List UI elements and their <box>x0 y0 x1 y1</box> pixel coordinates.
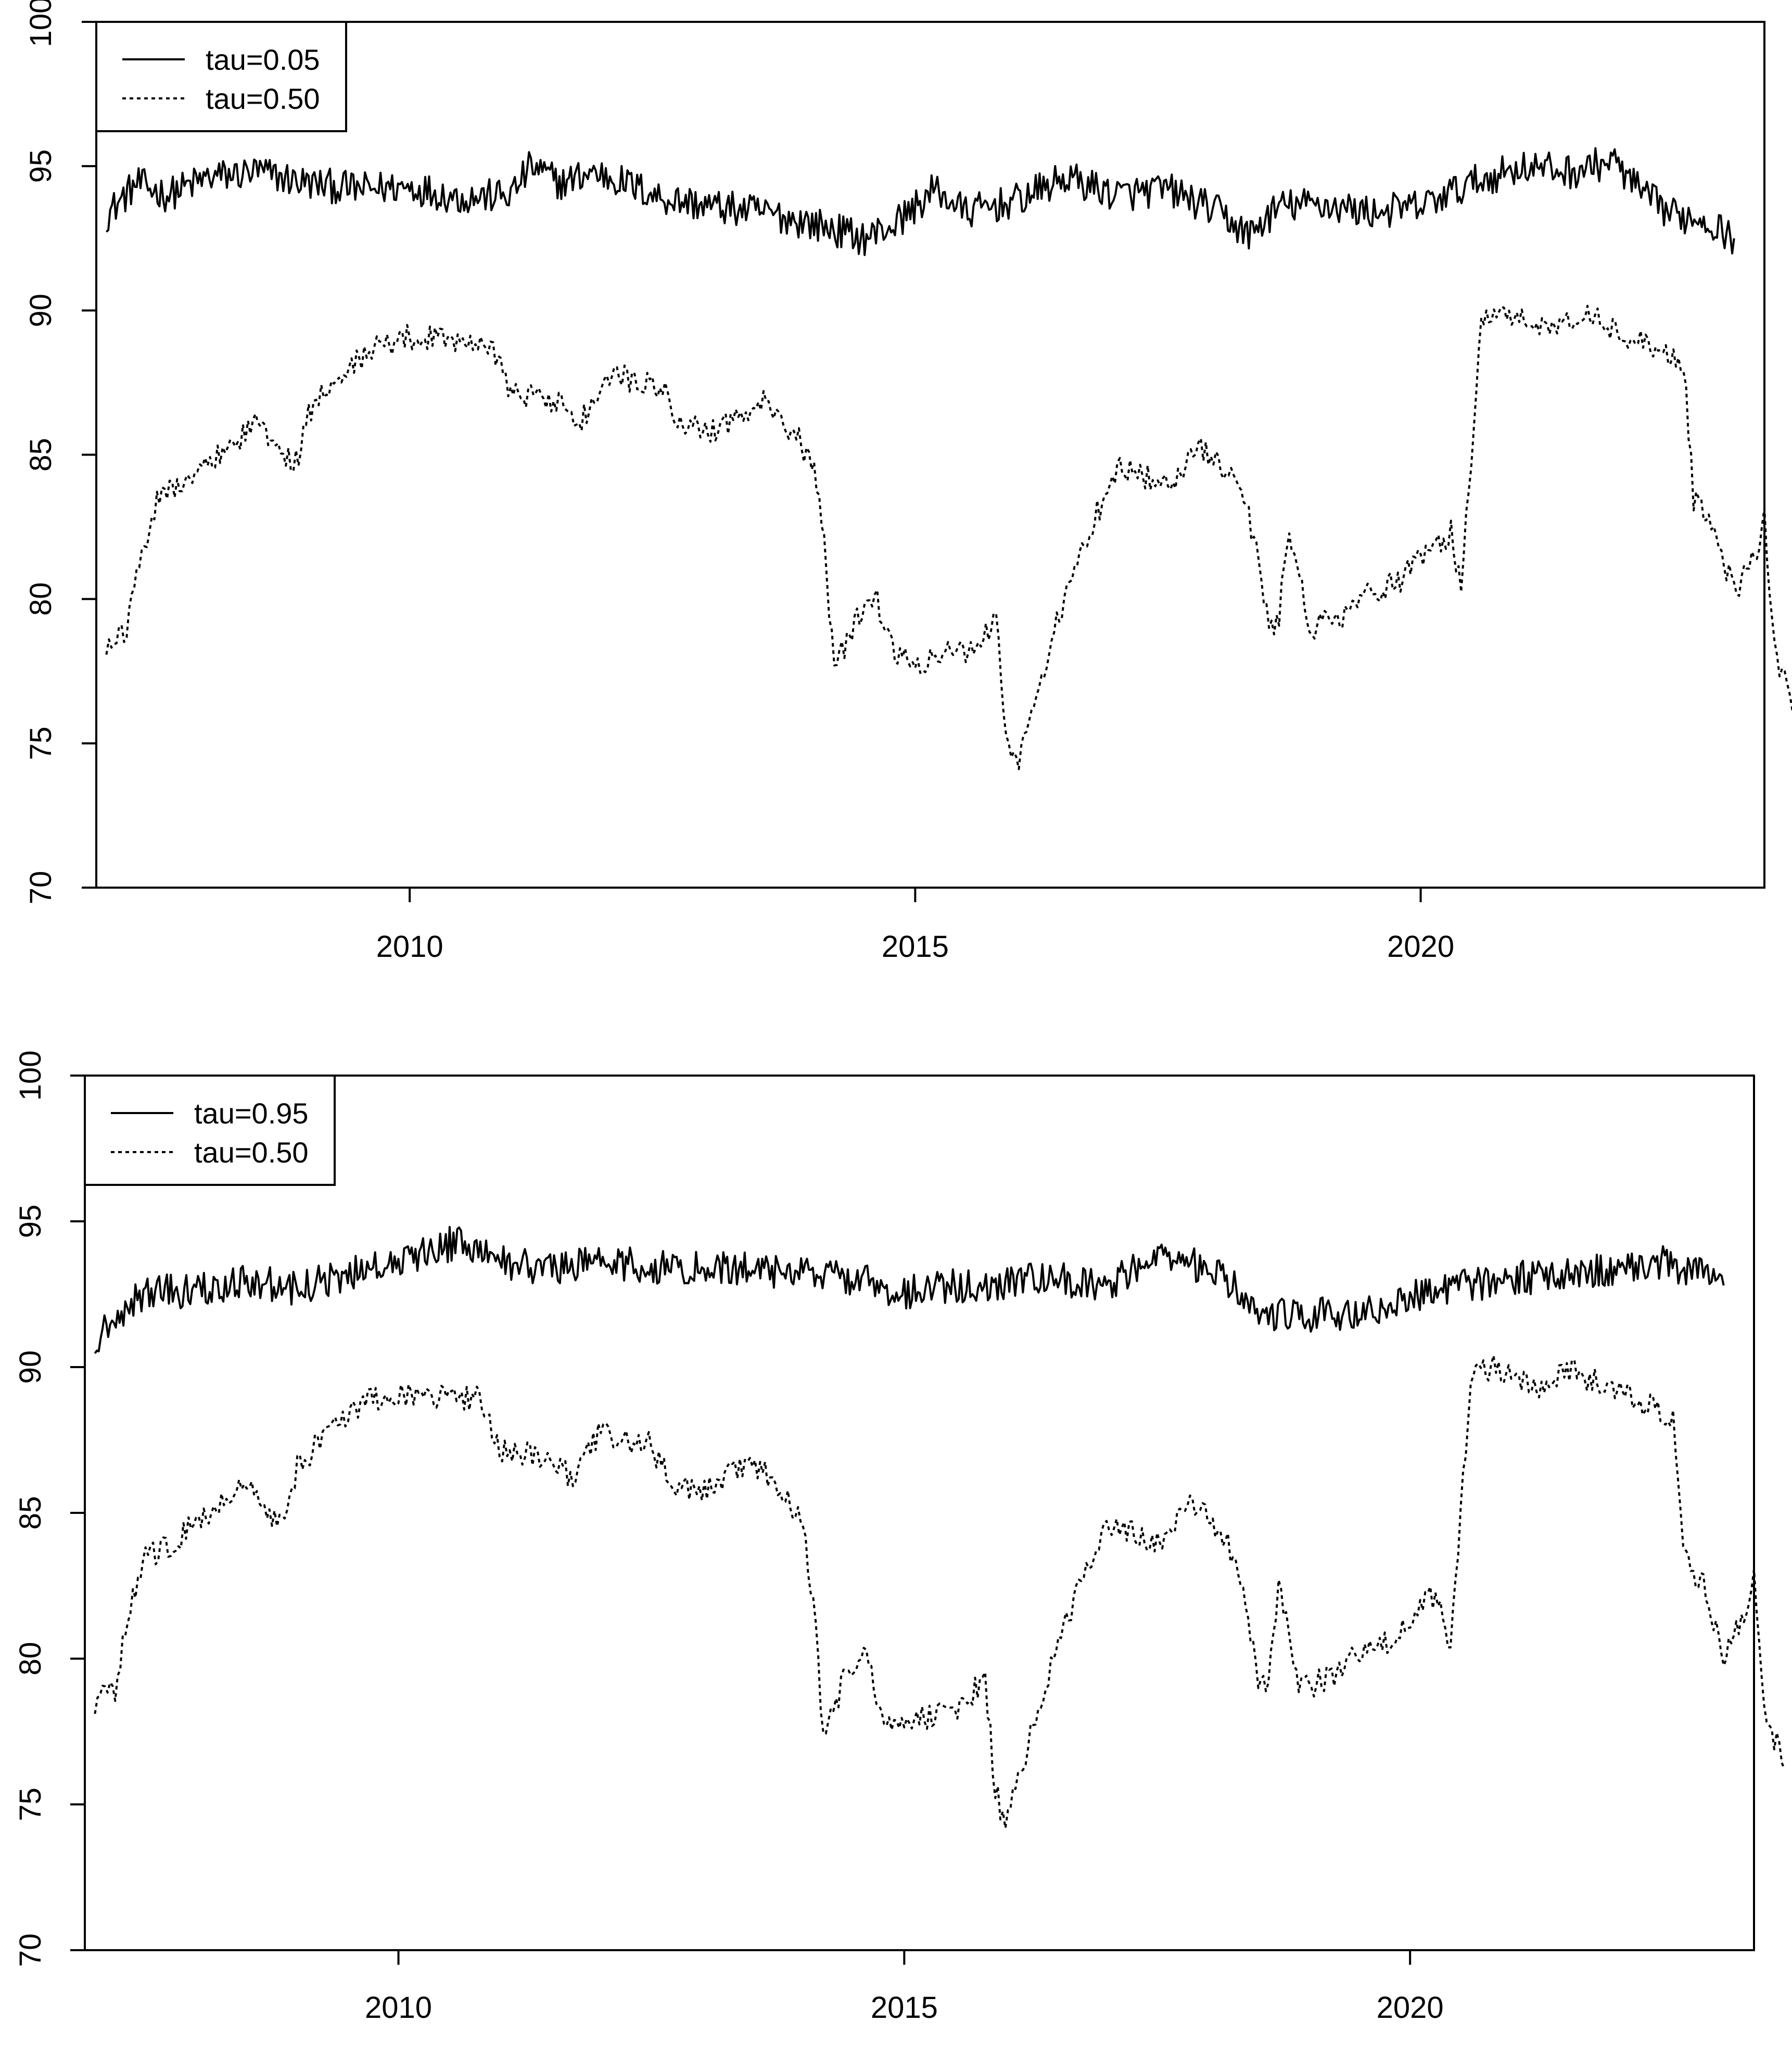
y-tick-label: 100 <box>24 0 58 47</box>
x-tick-label: 2015 <box>882 930 949 964</box>
legend-label: tau=0.95 <box>194 1097 309 1130</box>
y-tick-label: 90 <box>14 1350 47 1384</box>
plot-frame <box>84 1075 1755 1951</box>
y-tick-label: 85 <box>14 1496 47 1530</box>
series-line-tau-0-50 <box>94 1354 1786 1829</box>
x-tick-label: 2010 <box>365 1991 432 2025</box>
plot-frame <box>95 21 1765 889</box>
chart-panel-top: 2010 2015 2020 70 75 80 85 90 95 100 tau=0.05 tau=0… <box>24 0 1792 964</box>
y-tick-label: 70 <box>24 871 58 905</box>
y-tick-label: 80 <box>14 1642 47 1676</box>
y-tick-label: 70 <box>14 1934 47 1967</box>
y-tick-label: 75 <box>24 727 58 761</box>
x-tick-label: 2020 <box>1377 1991 1444 2025</box>
y-tick-label: 100 <box>14 1051 47 1101</box>
chart-panel-bottom: 2010 2015 2020 70 75 80 85 90 95 100 tau=0.95 tau=0… <box>0 1024 1792 2047</box>
y-tick-label: 95 <box>24 149 58 183</box>
legend-label: tau=0.50 <box>206 82 320 115</box>
x-tick-label: 2010 <box>376 930 443 964</box>
series-line-tau-0-95 <box>94 1225 1725 1354</box>
x-tick-label: 2020 <box>1387 930 1454 964</box>
legend: tau=0.95 tau=0.50 <box>84 1075 336 1186</box>
legend-box <box>95 21 347 132</box>
x-tick-label: 2015 <box>871 1991 938 2025</box>
y-tick-label: 95 <box>14 1205 47 1239</box>
series-line-tau-0-05 <box>106 147 1735 256</box>
chart-svg-bottom: 2010 2015 2020707580859095100tau=0.95tau=0… <box>14 1051 1786 2025</box>
legend: tau=0.05 tau=0.50 <box>95 21 347 132</box>
y-tick-label: 80 <box>24 582 58 616</box>
legend-box <box>84 1075 336 1186</box>
legend-label: tau=0.05 <box>206 43 320 76</box>
y-tick-label: 75 <box>14 1788 47 1822</box>
legend-label: tau=0.50 <box>194 1136 309 1169</box>
y-tick-label: 85 <box>24 438 58 472</box>
chart-svg-top: 2010 2015 2020707580859095100tau=0.05tau=0… <box>24 0 1792 964</box>
series-line-tau-0-50 <box>105 305 1792 770</box>
y-tick-label: 90 <box>24 294 58 327</box>
